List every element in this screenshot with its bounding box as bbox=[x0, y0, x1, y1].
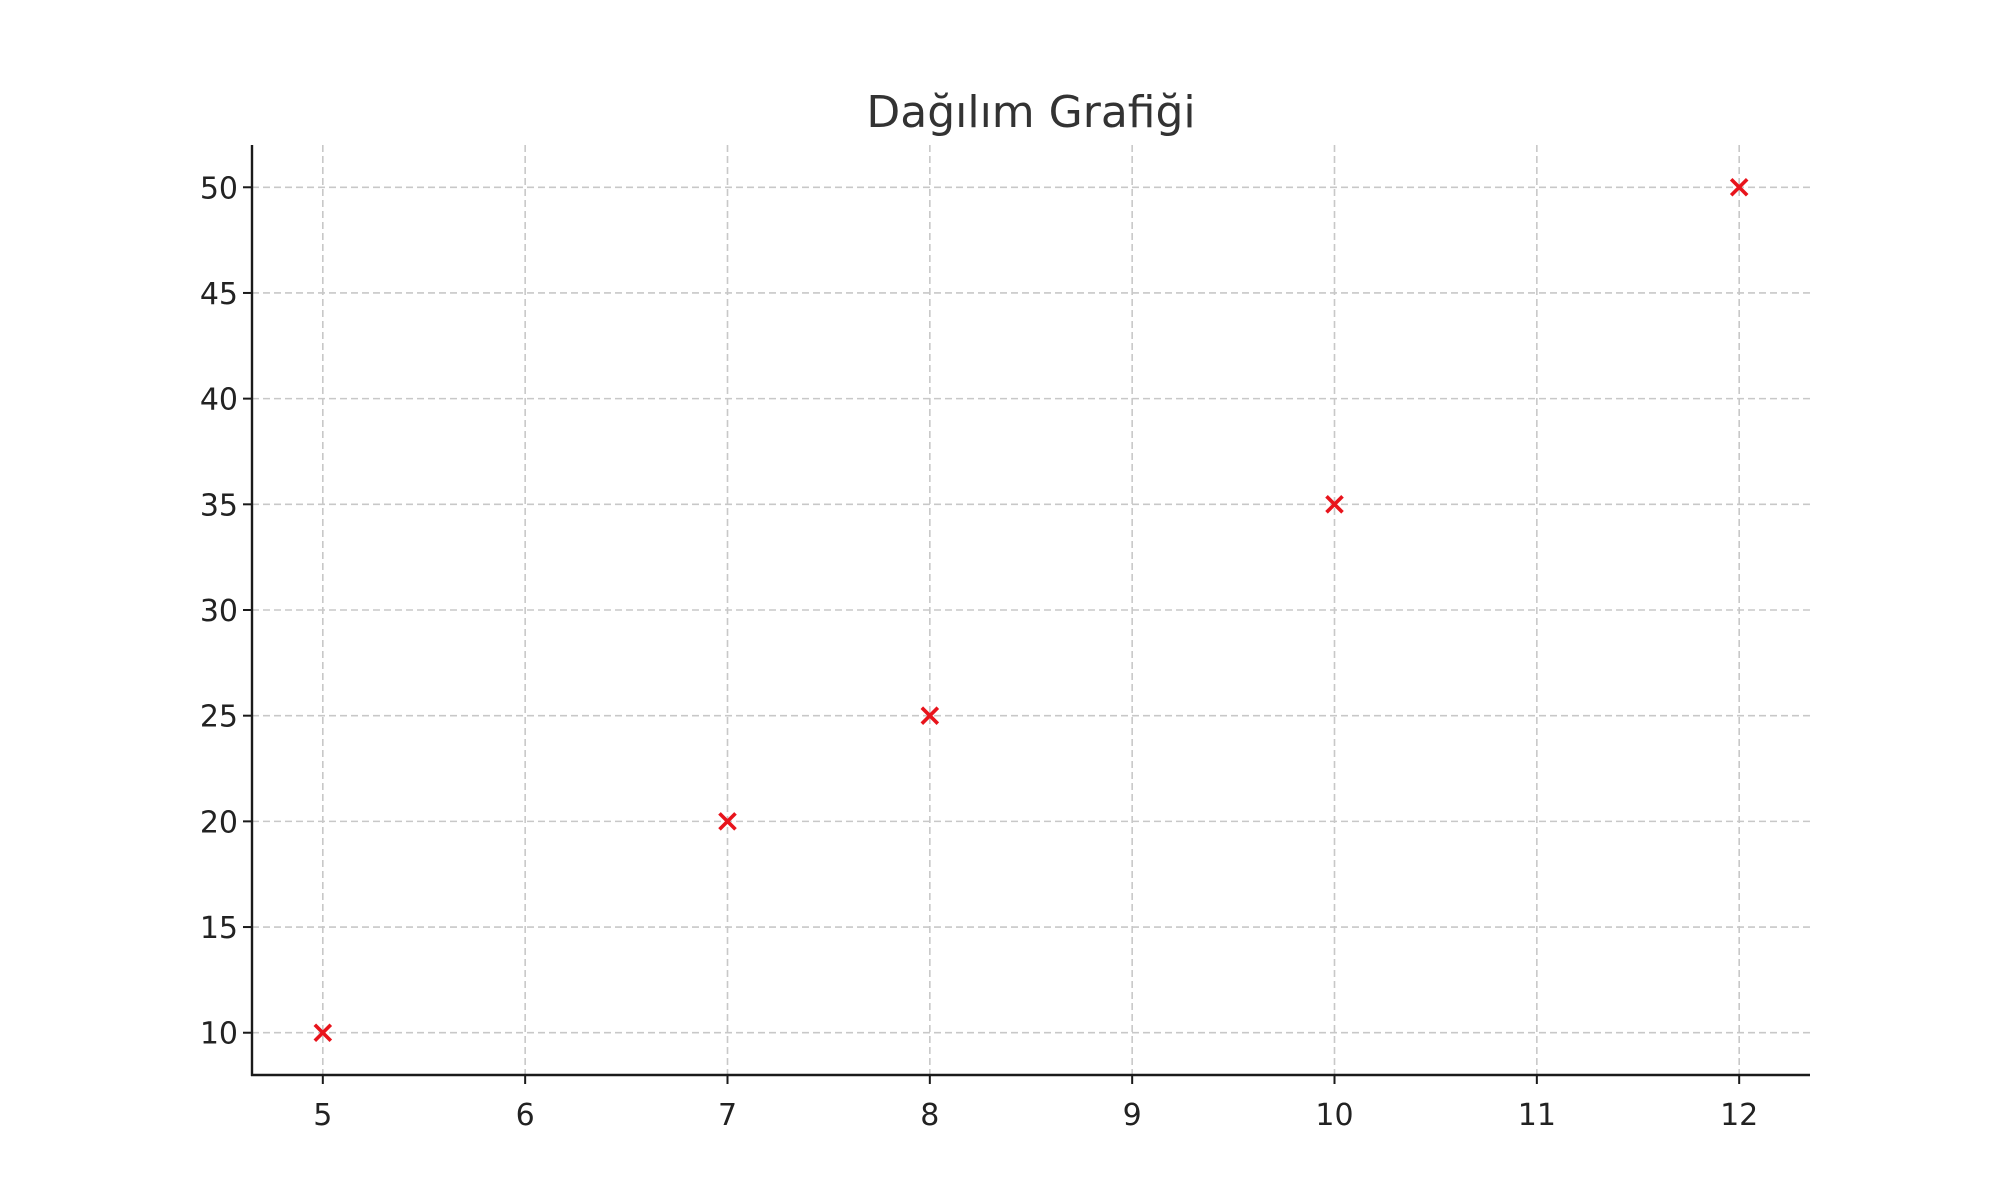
y-axis-ticks: 10 15 20 25 30 35 40 45 50 bbox=[200, 171, 252, 1052]
x-tick-label: 5 bbox=[313, 1098, 332, 1133]
x-tick-label: 9 bbox=[1123, 1098, 1142, 1133]
x-tick-label: 8 bbox=[920, 1098, 939, 1133]
y-tick-label: 10 bbox=[200, 1017, 238, 1052]
chart-title: Dağılım Grafiği bbox=[866, 87, 1195, 138]
x-axis-ticks: 5 6 7 8 9 10 11 12 bbox=[313, 1075, 1758, 1133]
y-tick-label: 50 bbox=[200, 171, 238, 206]
y-tick-label: 30 bbox=[200, 594, 238, 629]
scatter-point bbox=[718, 812, 737, 831]
x-tick-label: 10 bbox=[1315, 1098, 1353, 1133]
y-tick-label: 40 bbox=[200, 383, 238, 418]
y-tick-label: 15 bbox=[200, 911, 238, 946]
scatter-point bbox=[1325, 495, 1344, 514]
scatter-point bbox=[1729, 177, 1749, 197]
scatter-point bbox=[920, 706, 940, 725]
grid bbox=[252, 145, 1810, 1075]
data-points bbox=[313, 177, 1749, 1043]
y-tick-label: 35 bbox=[200, 488, 238, 523]
y-tick-label: 20 bbox=[200, 805, 238, 840]
scatter-point bbox=[313, 1023, 333, 1043]
x-tick-label: 12 bbox=[1720, 1098, 1758, 1133]
y-tick-label: 25 bbox=[200, 700, 238, 735]
x-tick-label: 11 bbox=[1518, 1098, 1556, 1133]
x-tick-label: 7 bbox=[718, 1098, 737, 1133]
x-tick-label: 6 bbox=[516, 1098, 535, 1133]
y-tick-label: 45 bbox=[200, 277, 238, 312]
